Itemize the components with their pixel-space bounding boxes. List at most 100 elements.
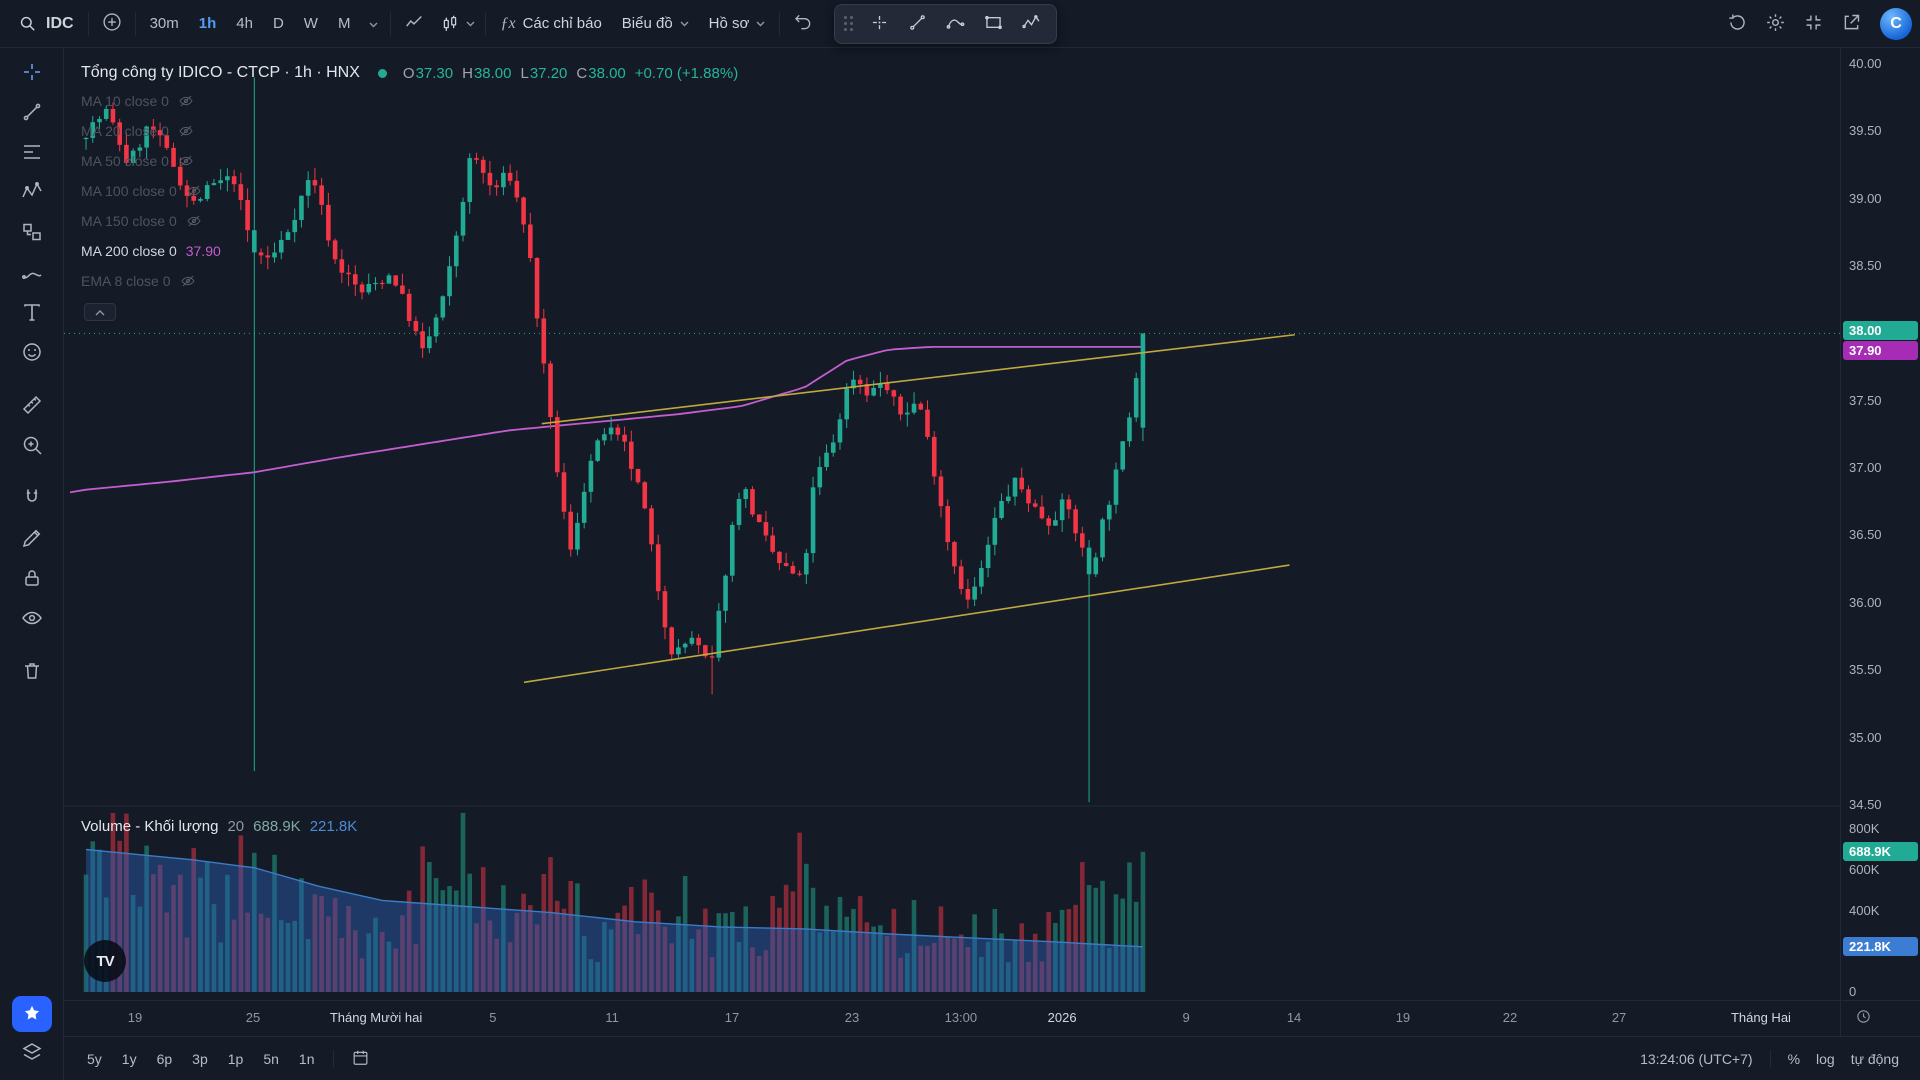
share-button[interactable] <box>1832 6 1870 42</box>
clock-text[interactable]: 13:24:06 (UTC+7) <box>1640 1050 1753 1067</box>
trend-line-tool[interactable] <box>10 95 54 132</box>
log-scale-button[interactable]: log <box>1816 1050 1835 1067</box>
eye-slash-icon[interactable] <box>178 153 194 169</box>
lock-drawings-tool[interactable] <box>10 561 54 598</box>
add-symbol-button[interactable] <box>93 6 131 42</box>
legend-title-row[interactable]: Tổng công ty IDICO - CTCP · 1h · HNX O 37… <box>81 60 738 86</box>
line-style-button[interactable] <box>395 6 433 42</box>
text-tool[interactable] <box>10 295 54 332</box>
range-3p[interactable]: 3p <box>183 1044 217 1074</box>
auto-scale-button[interactable]: tự động <box>1850 1050 1899 1067</box>
eye-icon <box>20 606 44 633</box>
timeframe-30m[interactable]: 30m <box>140 6 189 42</box>
curve-icon <box>945 12 966 36</box>
range-1p[interactable]: 1p <box>219 1044 253 1074</box>
pattern-tool[interactable] <box>10 175 54 212</box>
timeframe-D[interactable]: D <box>263 6 294 42</box>
indicator-row[interactable]: MA 20 close 0 <box>81 116 738 146</box>
crosshair-pointer-tool[interactable] <box>860 8 898 40</box>
indicator-row[interactable]: MA 150 close 0 <box>81 206 738 236</box>
timeframe-4h[interactable]: 4h <box>226 6 263 42</box>
range-1n[interactable]: 1n <box>290 1044 324 1074</box>
volume-legend[interactable]: Volume - Khối lượng 20 688.9K 221.8K <box>81 818 357 835</box>
curve-tool[interactable] <box>936 8 974 40</box>
magnet-tool[interactable] <box>10 481 54 518</box>
profile-button[interactable]: Hồ sơ <box>699 6 776 42</box>
ohlc-pair: C 38.00 <box>576 64 626 82</box>
indicator-row[interactable]: MA 50 close 0 <box>81 146 738 176</box>
broker-logo-letter: C <box>1890 14 1902 32</box>
chevron-down-icon <box>369 16 378 31</box>
indicators-button[interactable]: ƒx Các chỉ báo <box>490 6 611 42</box>
eye-slash-icon[interactable] <box>178 123 194 139</box>
forecast-tool[interactable] <box>10 215 54 252</box>
toolbar-left: IDC 30m 1h 4h D W M ƒx Các chỉ báo <box>8 0 1058 47</box>
trash-icon <box>20 659 44 686</box>
time-tick: 22 <box>1502 1010 1518 1025</box>
trend-line-icon <box>20 100 44 127</box>
chart-style-button[interactable] <box>433 6 481 42</box>
divider <box>1769 1049 1771 1068</box>
bottom-toolbar: 5y 1y 6p 3p 1p 5n 1n 13:24:06 (UTC+7) % log tự… <box>64 1036 1920 1080</box>
timeframe-W[interactable]: W <box>294 6 328 42</box>
indicator-row[interactable]: EMA 8 close 0 <box>81 266 738 296</box>
draw-mode-tool[interactable] <box>10 521 54 558</box>
brush-tool[interactable] <box>10 255 54 292</box>
time-axis[interactable]: 19 25 Tháng Mười hai 5 11 17 23 13:00 2026 9 14 19 2… <box>64 1000 1840 1036</box>
divider <box>333 1049 335 1068</box>
layout-button[interactable]: Biểu đồ <box>612 6 699 42</box>
range-1y[interactable]: 1y <box>113 1044 146 1074</box>
cursor-tool[interactable] <box>10 55 54 92</box>
eye-slash-icon[interactable] <box>186 183 202 199</box>
price-tick: 36.50 <box>1849 527 1882 543</box>
broker-logo[interactable]: C <box>1880 7 1912 40</box>
price-axis[interactable]: 40.00 39.50 39.00 38.50 37.50 37.00 36.50 36.00… <box>1840 48 1920 1000</box>
eye-slash-icon[interactable] <box>186 213 202 229</box>
zoom-tool[interactable] <box>10 428 54 465</box>
legend-collapse-button[interactable] <box>84 303 116 321</box>
goto-date-button[interactable] <box>344 1044 376 1074</box>
price-tick: 38.50 <box>1849 258 1882 274</box>
eye-slash-icon[interactable] <box>178 93 194 109</box>
emoji-tool[interactable] <box>10 335 54 372</box>
remove-drawings-tool[interactable] <box>10 654 54 691</box>
chart-canvas[interactable]: Tổng công ty IDICO - CTCP · 1h · HNX O 37… <box>64 48 1840 1000</box>
candlestick-chart[interactable] <box>64 48 1840 1000</box>
timeframe-1h[interactable]: 1h <box>189 6 227 42</box>
fullscreen-button[interactable] <box>1794 6 1832 42</box>
indicator-row[interactable]: MA 100 close 0 <box>81 176 738 206</box>
settings-button[interactable] <box>1756 6 1794 42</box>
fib-tool[interactable] <box>10 135 54 172</box>
trend-line-tool[interactable] <box>898 8 936 40</box>
gear-icon <box>1765 12 1786 36</box>
polyline-tool[interactable] <box>1012 8 1050 40</box>
range-5n[interactable]: 5n <box>254 1044 288 1074</box>
percent-scale-button[interactable]: % <box>1787 1050 1801 1067</box>
eye-slash-icon[interactable] <box>180 273 196 289</box>
favorites-button[interactable] <box>11 996 52 1032</box>
indicator-label: MA 50 close 0 <box>81 153 169 169</box>
undo-button[interactable] <box>784 6 822 42</box>
indicators-label: Các chỉ báo <box>522 15 602 32</box>
range-6p[interactable]: 6p <box>148 1044 182 1074</box>
fullscreen-icon <box>1803 12 1824 36</box>
drag-handle-icon[interactable] <box>844 16 854 31</box>
hide-drawings-tool[interactable] <box>10 601 54 638</box>
timeframe-menu-button[interactable] <box>360 6 386 42</box>
rectangle-tool[interactable] <box>974 8 1012 40</box>
ohlc-pair: O 37.30 <box>402 64 454 82</box>
indicator-row[interactable]: MA 200 close 0 37.90 <box>81 236 738 266</box>
replay-button[interactable] <box>1718 6 1756 42</box>
change-value: +0.70 (+1.88%) <box>634 64 739 82</box>
time-tick: 13:00 <box>944 1010 978 1025</box>
object-tree-button[interactable] <box>10 1035 54 1072</box>
timeframe-M[interactable]: M <box>328 6 361 42</box>
indicator-row[interactable]: MA 10 close 0 <box>81 86 738 116</box>
range-5y[interactable]: 5y <box>78 1044 111 1074</box>
session-clock-icon[interactable] <box>1855 1008 1872 1030</box>
symbol-search-button[interactable]: IDC <box>8 6 84 42</box>
measure-tool[interactable] <box>10 388 54 425</box>
price-tick: 39.00 <box>1849 190 1882 206</box>
drawing-tools-panel <box>834 3 1058 44</box>
rectangle-icon <box>983 12 1004 36</box>
